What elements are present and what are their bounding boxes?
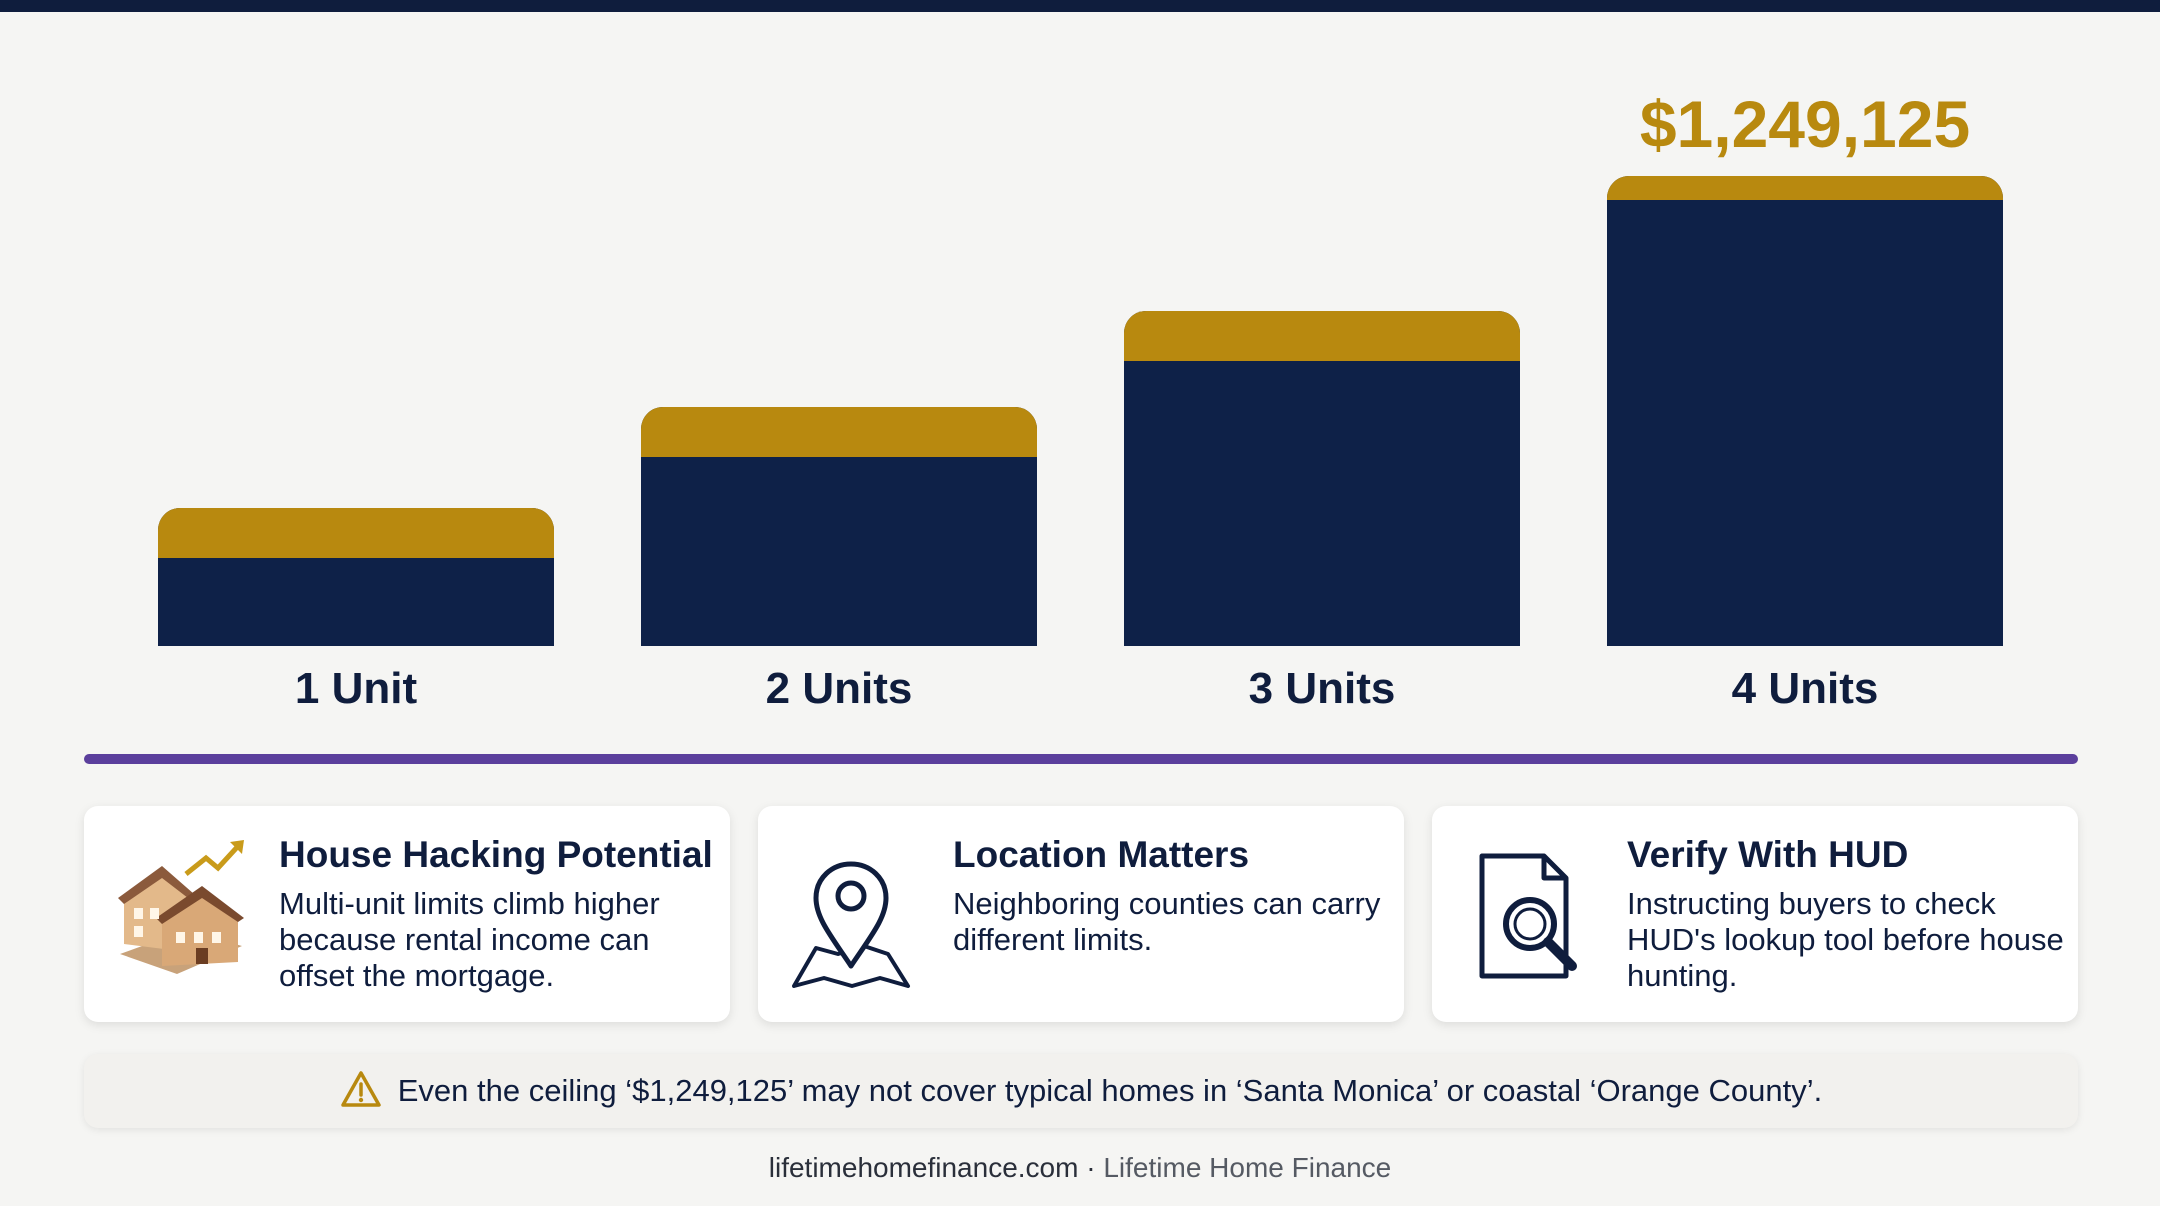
footer: lifetimehomefinance.com · Lifetime Home …	[0, 1152, 2160, 1184]
bar-1	[158, 507, 554, 646]
category-label: 1 Unit	[294, 664, 418, 713]
bar-3	[1124, 311, 1520, 646]
bar-cap	[158, 507, 554, 558]
card-title: Verify With HUD	[1627, 834, 1909, 875]
document-search-icon	[1460, 836, 1610, 996]
card-location: Location Matters Neighboring counties ca…	[758, 806, 1404, 1022]
card-title: Location Matters	[953, 834, 1250, 875]
bar-cap	[1607, 176, 2003, 201]
warning-icon	[340, 1070, 382, 1113]
bar-cap	[1124, 311, 1520, 362]
card-house-hacking: House Hacking Potential Multi-unit limit…	[84, 806, 730, 1022]
card-body: Neighboring counties can carry different…	[953, 886, 1381, 957]
category-label: 3 Units	[1248, 664, 1396, 713]
map-pin-icon	[776, 836, 926, 996]
chart-divider	[84, 754, 2078, 764]
houses-growth-icon	[102, 836, 252, 996]
card-body: Instructing buyers to check HUD's lookup…	[1627, 886, 2064, 993]
warning-banner: Even the ceiling ‘$1,249,125’ may not co…	[84, 1054, 2078, 1128]
card-title: House Hacking Potential	[279, 834, 713, 875]
bar-4	[1607, 176, 2003, 646]
card-body: Multi-unit limits climb higher because r…	[279, 886, 660, 993]
warning-text: Even the ceiling ‘$1,249,125’ may not co…	[397, 1073, 1823, 1108]
bar-chart: 1 Unit 2 Units 3 Units 4 Units $1,249,125	[158, 87, 2003, 713]
footer-site-link[interactable]: lifetimehomefinance.com	[768, 1152, 1079, 1183]
bar-value-label: $1,249,125	[1639, 87, 1971, 162]
top-bar	[0, 0, 2160, 12]
bar-cap	[641, 406, 1037, 457]
category-label: 4 Units	[1731, 664, 1879, 713]
bar-2	[641, 406, 1037, 646]
card-verify-hud: Verify With HUD Instructing buyers to ch…	[1432, 806, 2078, 1022]
category-label: 2 Units	[765, 664, 913, 713]
footer-separator: ·	[1086, 1152, 1096, 1183]
footer-brand: Lifetime Home Finance	[1103, 1152, 1392, 1183]
